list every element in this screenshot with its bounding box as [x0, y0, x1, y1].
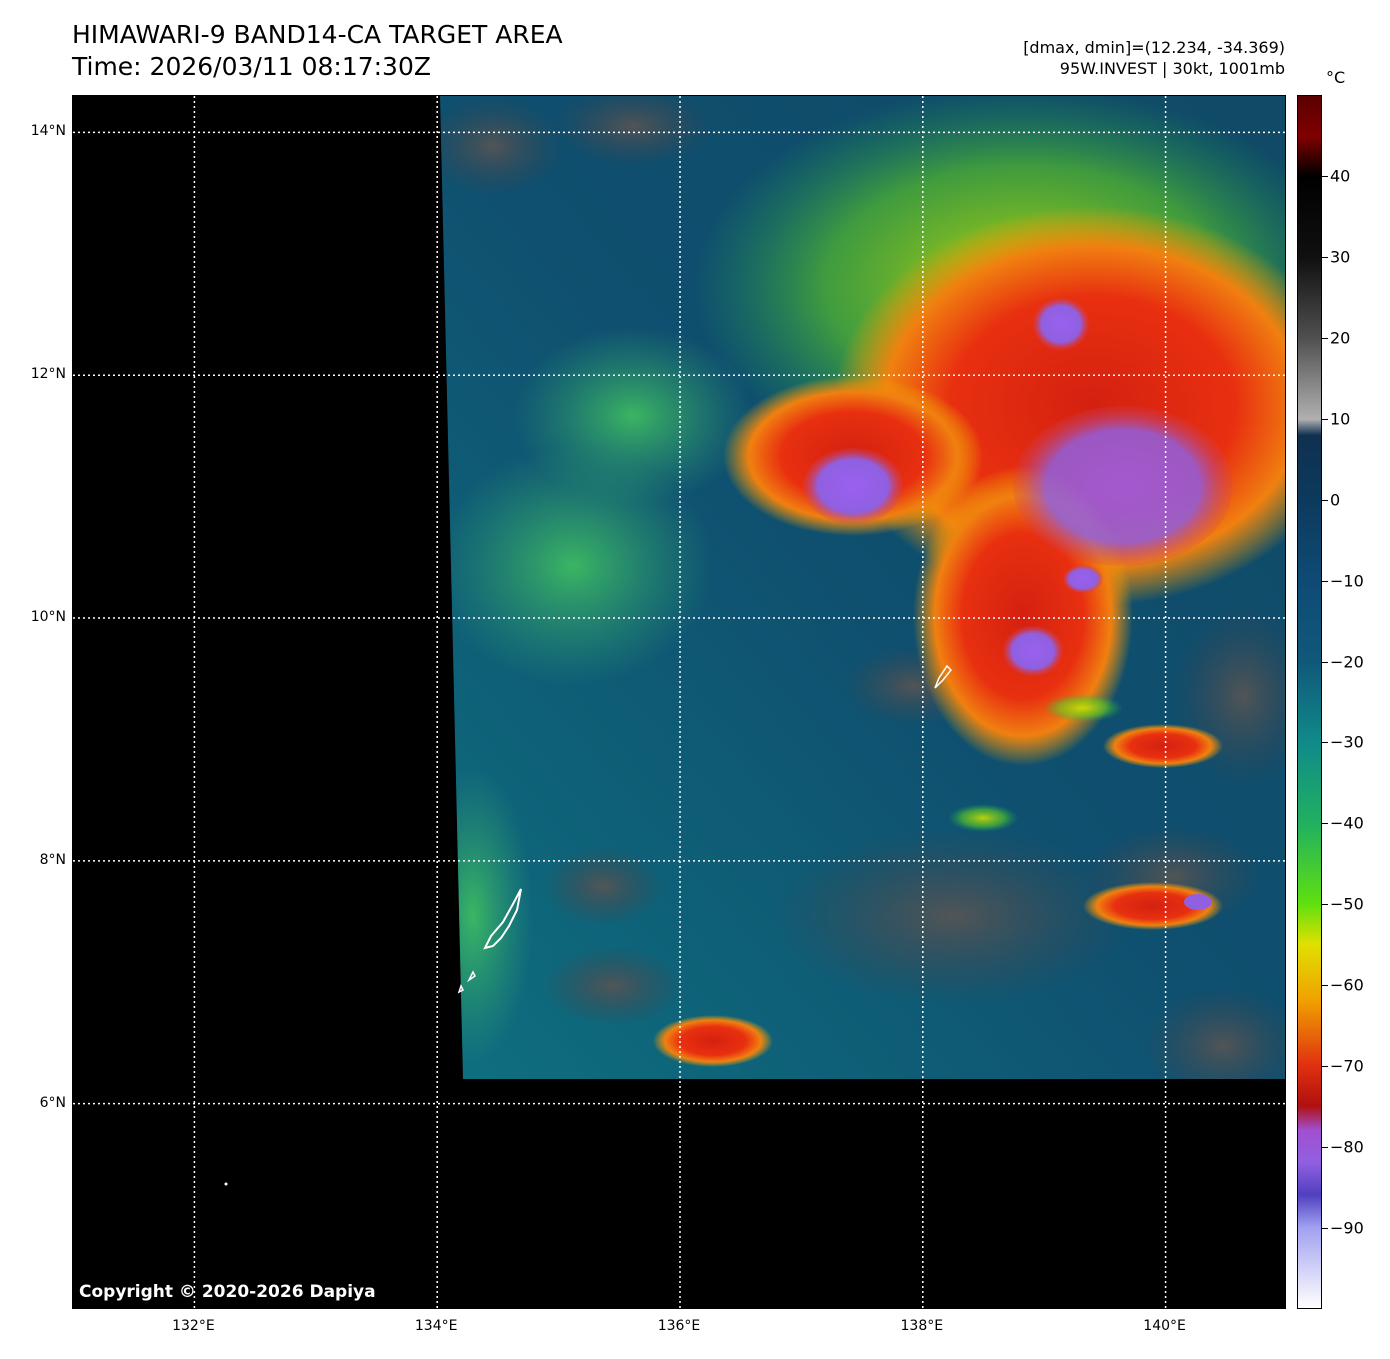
colorbar-tick-mark — [1322, 337, 1328, 339]
colorbar-tick-mark — [1322, 1147, 1328, 1149]
colorbar-tick-mark — [1322, 256, 1328, 258]
colorbar — [1297, 95, 1322, 1309]
satellite-imagery — [73, 96, 1285, 1308]
colorbar-tick-mark — [1322, 661, 1328, 663]
lon-tick-label: 136°E — [657, 1318, 701, 1334]
colorbar-tick-mark — [1322, 904, 1328, 906]
colorbar-tick-mark — [1322, 175, 1328, 177]
map-title: HIMAWARI-9 BAND14-CA TARGET AREA — [72, 20, 563, 49]
lat-tick-label: 14°N — [30, 123, 66, 140]
lon-tick-label: 138°E — [900, 1318, 944, 1334]
lon-tick-label: 140°E — [1143, 1318, 1186, 1334]
gridlines — [73, 96, 1285, 1308]
colorbar-tick-label: 30 — [1330, 247, 1351, 267]
colorbar-tick-label: −80 — [1330, 1137, 1364, 1157]
colorbar-tick-label: 0 — [1330, 490, 1341, 510]
colorbar-tick-label: 10 — [1330, 409, 1351, 429]
lat-tick-label: 8°N — [39, 851, 66, 868]
colorbar-tick-label: 40 — [1330, 166, 1351, 186]
colorbar-tick-label: −20 — [1330, 652, 1364, 672]
colorbar-tick-mark — [1322, 418, 1328, 420]
data-range-info: [dmax, dmin]=(12.234, -34.369) — [1023, 38, 1285, 57]
map-timestamp: Time: 2026/03/11 08:17:30Z — [72, 52, 431, 81]
colorbar-unit: °C — [1326, 68, 1346, 87]
colorbar-tick-label: −90 — [1330, 1218, 1364, 1238]
colorbar-tick-mark — [1322, 580, 1328, 582]
satellite-map: Copyright © 2020-2026 Dapiya — [72, 95, 1286, 1309]
colorbar-tick-label: −10 — [1330, 571, 1364, 591]
lat-tick-label: 10°N — [30, 609, 66, 626]
lon-tick-label: 132°E — [172, 1318, 215, 1334]
colorbar-tick-mark — [1322, 985, 1328, 987]
colorbar-tick-label: 20 — [1330, 328, 1351, 348]
coastline-yap — [934, 664, 953, 689]
lon-tick-label: 134°E — [414, 1318, 458, 1334]
lat-tick-label: 12°N — [30, 366, 66, 383]
copyright-notice: Copyright © 2020-2026 Dapiya — [79, 1282, 376, 1302]
coastline-palau — [483, 888, 522, 950]
colorbar-tick-label: −40 — [1330, 813, 1364, 833]
colorbar-tick-label: −60 — [1330, 975, 1364, 995]
lat-tick-label: 6°N — [39, 1094, 66, 1111]
colorbar-tick-mark — [1322, 1066, 1328, 1068]
colorbar-tick-mark — [1322, 742, 1328, 744]
colorbar-tick-mark — [1322, 823, 1328, 825]
colorbar-tick-label: −50 — [1330, 894, 1364, 914]
colorbar-tick-mark — [1322, 1228, 1328, 1230]
colorbar-tick-label: −30 — [1330, 732, 1364, 752]
colorbar-tick-label: −70 — [1330, 1056, 1364, 1076]
colorbar-tick-mark — [1322, 499, 1328, 501]
storm-info: 95W.INVEST | 30kt, 1001mb — [1059, 59, 1285, 78]
